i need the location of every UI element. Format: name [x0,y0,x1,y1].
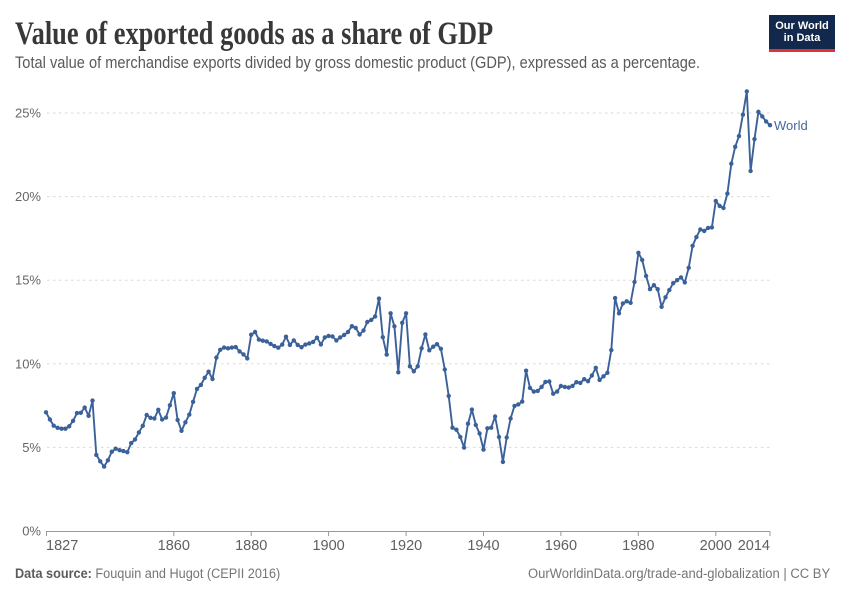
svg-text:1860: 1860 [158,538,190,554]
svg-text:World: World [774,118,808,133]
svg-text:0%: 0% [22,524,41,539]
svg-text:10%: 10% [15,356,41,371]
svg-text:1940: 1940 [467,538,499,554]
svg-text:1900: 1900 [312,538,344,554]
svg-text:2000: 2000 [700,538,732,554]
svg-text:25%: 25% [15,106,41,121]
svg-text:2014: 2014 [738,538,770,554]
svg-text:15%: 15% [15,273,41,288]
svg-text:1880: 1880 [235,538,267,554]
svg-text:1827: 1827 [46,538,78,554]
svg-text:1980: 1980 [622,538,654,554]
svg-text:1920: 1920 [390,538,422,554]
svg-text:20%: 20% [15,189,41,204]
svg-text:1960: 1960 [545,538,577,554]
svg-text:5%: 5% [22,440,41,455]
